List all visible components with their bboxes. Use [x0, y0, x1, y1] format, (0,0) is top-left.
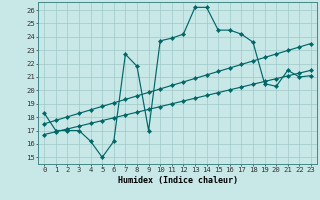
- X-axis label: Humidex (Indice chaleur): Humidex (Indice chaleur): [118, 176, 238, 185]
